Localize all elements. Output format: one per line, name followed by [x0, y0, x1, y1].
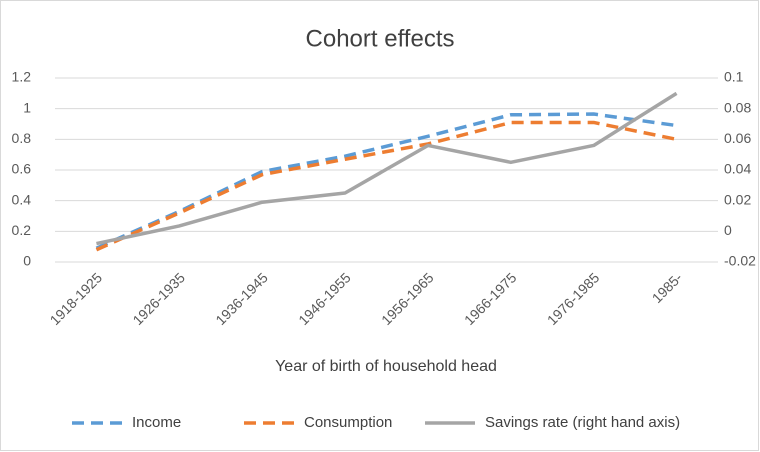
y-tick-label: 0.6	[12, 161, 32, 177]
y2-tick-label: 0.06	[724, 130, 751, 146]
legend-label: Income	[132, 414, 181, 431]
y2-tick-label: 0.02	[724, 191, 751, 207]
series-line	[95, 120, 677, 252]
y2-tick-label: 0.1	[724, 69, 744, 85]
legend-label: Savings rate (right hand axis)	[485, 414, 680, 431]
y-tick-label: 0.2	[12, 222, 32, 238]
series-line	[96, 91, 678, 246]
x-axis-title: Year of birth of household head	[275, 358, 497, 375]
y2-tick-label: 0.04	[724, 161, 751, 177]
chart-title: Cohort effects	[306, 25, 455, 52]
y-tick-label: 0.8	[12, 130, 32, 146]
y-tick-label: 0	[23, 253, 31, 269]
y-tick-label: 1.2	[12, 69, 32, 85]
y-tick-label: 1	[23, 99, 31, 115]
y-tick-label: 0.4	[12, 191, 32, 207]
legend-label: Consumption	[304, 414, 392, 431]
y2-tick-label: 0.08	[724, 99, 751, 115]
y2-tick-label: -0.02	[724, 253, 756, 269]
y2-tick-label: 0	[724, 222, 732, 238]
